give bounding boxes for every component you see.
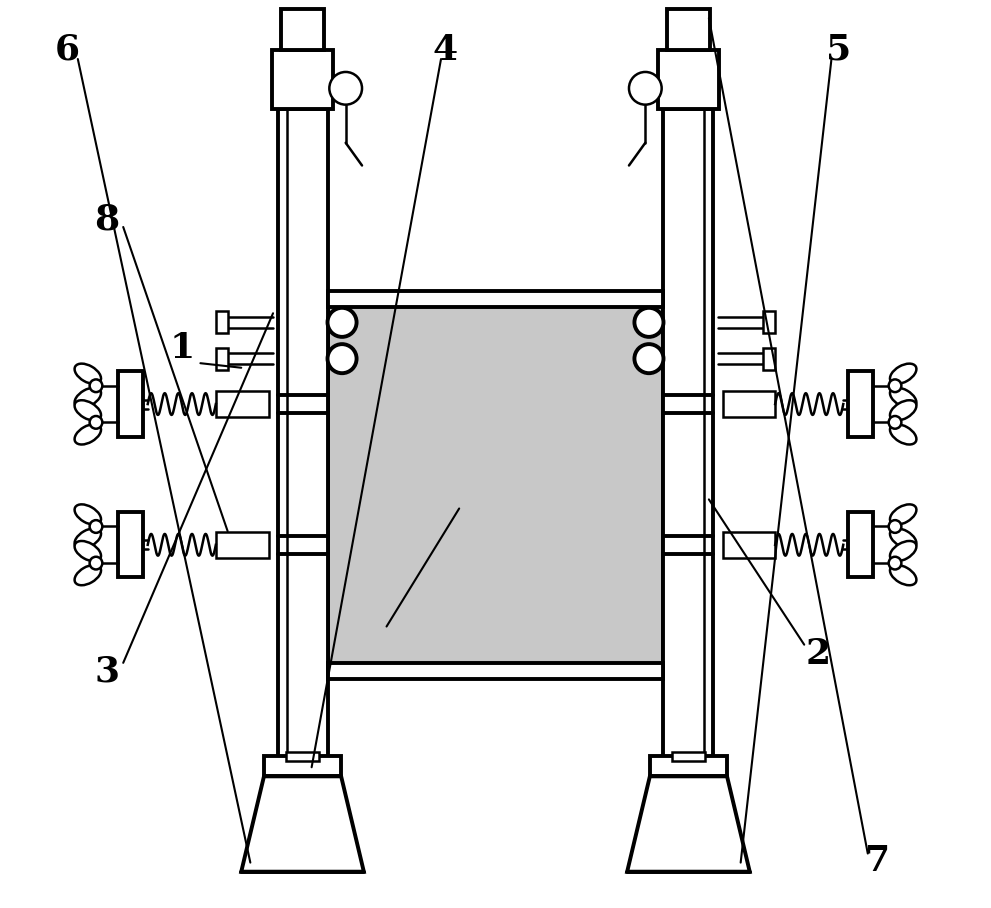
Ellipse shape: [890, 424, 917, 445]
Bar: [763, 348, 775, 370]
Bar: [667, 9, 710, 50]
Ellipse shape: [890, 504, 917, 525]
Circle shape: [89, 557, 102, 569]
Ellipse shape: [74, 400, 101, 420]
Circle shape: [634, 344, 664, 373]
Text: 3: 3: [94, 655, 120, 689]
Ellipse shape: [890, 528, 917, 548]
Text: 2: 2: [806, 637, 830, 671]
Circle shape: [329, 72, 362, 104]
Ellipse shape: [74, 541, 101, 561]
Bar: [650, 756, 727, 776]
Bar: [216, 391, 269, 417]
Bar: [763, 311, 775, 333]
Bar: [264, 756, 341, 776]
Circle shape: [327, 308, 357, 337]
Bar: [672, 752, 705, 761]
Bar: [327, 291, 664, 307]
Circle shape: [89, 416, 102, 429]
Text: 1: 1: [169, 331, 195, 365]
Ellipse shape: [890, 400, 917, 420]
Bar: [216, 311, 228, 333]
Circle shape: [89, 380, 102, 392]
Bar: [664, 109, 714, 763]
Bar: [722, 391, 775, 417]
Ellipse shape: [74, 528, 101, 548]
Bar: [848, 371, 873, 437]
Ellipse shape: [74, 565, 101, 586]
Text: 7: 7: [864, 844, 890, 878]
Bar: [273, 50, 333, 109]
Text: 6: 6: [55, 33, 79, 67]
Circle shape: [889, 520, 902, 533]
Text: 4: 4: [433, 33, 458, 67]
Circle shape: [889, 416, 902, 429]
Circle shape: [634, 308, 664, 337]
Ellipse shape: [74, 363, 101, 384]
Polygon shape: [241, 776, 364, 872]
Ellipse shape: [890, 388, 917, 408]
Ellipse shape: [74, 504, 101, 525]
Bar: [118, 512, 143, 577]
Bar: [118, 371, 143, 437]
Bar: [722, 532, 775, 558]
Text: 5: 5: [826, 33, 851, 67]
Bar: [281, 9, 324, 50]
Ellipse shape: [890, 541, 917, 561]
Bar: [216, 532, 269, 558]
Circle shape: [89, 520, 102, 533]
Ellipse shape: [890, 363, 917, 384]
Bar: [658, 50, 718, 109]
Ellipse shape: [74, 424, 101, 445]
Text: 8: 8: [94, 202, 120, 237]
Bar: [327, 300, 664, 672]
Ellipse shape: [74, 388, 101, 408]
Circle shape: [889, 380, 902, 392]
Circle shape: [629, 72, 662, 104]
Polygon shape: [627, 776, 750, 872]
Bar: [277, 109, 327, 763]
Ellipse shape: [890, 565, 917, 586]
Bar: [286, 752, 319, 761]
Bar: [216, 348, 228, 370]
Bar: [327, 663, 664, 679]
Circle shape: [327, 344, 357, 373]
Bar: [848, 512, 873, 577]
Circle shape: [889, 557, 902, 569]
